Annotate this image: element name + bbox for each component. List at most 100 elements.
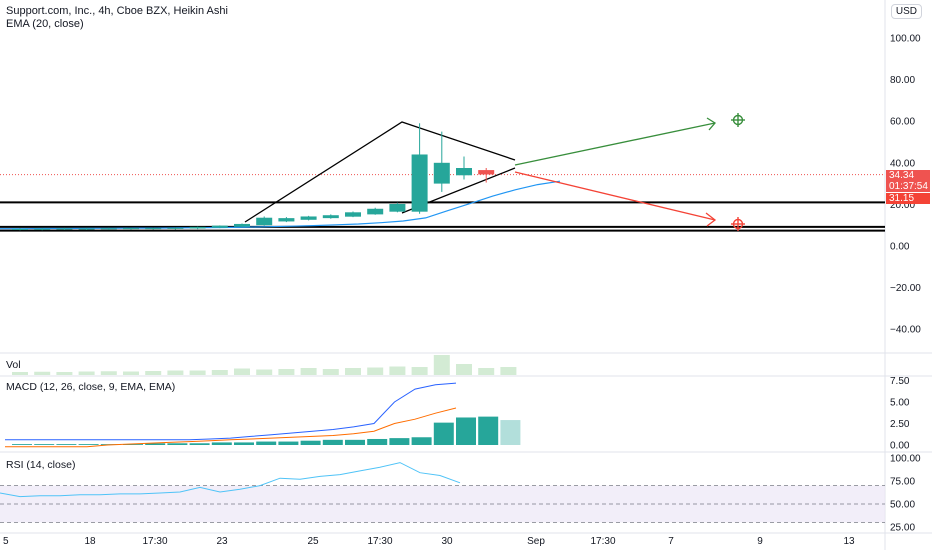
candle-body: [189, 226, 206, 229]
volume-bar: [345, 368, 361, 375]
volume-bar: [189, 370, 206, 375]
candle-body: [433, 162, 450, 184]
time-tick-label: 18: [84, 536, 96, 547]
macd-histogram-bar: [322, 439, 343, 445]
volume-bar: [456, 364, 472, 375]
triangle-upper-line: [244, 121, 516, 223]
rsi-tick-label: 75.00: [890, 477, 915, 488]
candle-body: [167, 227, 184, 229]
macd-histogram-bar: [367, 438, 388, 445]
time-tick-label: 17:30: [142, 536, 167, 547]
macd-histogram-bar: [123, 444, 143, 445]
macd-tick-label: 7.50: [890, 376, 910, 387]
candle-body: [278, 218, 295, 222]
candle-body: [145, 228, 162, 230]
time-tick-label: 23: [216, 536, 228, 547]
chart-title: Support.com, Inc., 4h, Cboe BZX, Heikin …: [6, 5, 228, 17]
volume-bar: [78, 371, 95, 375]
volume-bar: [300, 368, 317, 375]
time-tick-label: 13: [843, 536, 855, 547]
price-tick-label: −40.00: [890, 325, 921, 336]
price-tick-label: 80.00: [890, 75, 915, 86]
time-tick-label: 17:30: [367, 536, 392, 547]
candle-body: [389, 203, 406, 212]
macd-label[interactable]: MACD (12, 26, close, 9, EMA, EMA): [6, 381, 176, 393]
candle-body: [478, 170, 495, 175]
volume-bar: [123, 371, 139, 375]
bullish-arrowhead: [706, 117, 716, 131]
volume-bar: [145, 371, 162, 375]
candle-body: [322, 215, 339, 219]
macd-histogram-bar: [389, 438, 410, 445]
candle-body: [211, 225, 228, 228]
time-tick-label: 25: [307, 536, 319, 547]
volume-bar: [478, 368, 495, 375]
macd-histogram-bar: [300, 440, 321, 445]
candle-body: [78, 228, 95, 230]
rsi-tick-label: 100.00: [890, 454, 921, 465]
rsi-line: [0, 462, 461, 498]
macd-histogram-bar: [433, 422, 454, 445]
volume-bar: [278, 369, 295, 375]
price-tick-label: −20.00: [890, 283, 921, 294]
volume-bar: [433, 355, 450, 375]
countdown-value: 01:37:54: [889, 181, 928, 192]
candle-body: [256, 217, 273, 226]
volume-bar: [12, 372, 28, 375]
volume-bar: [322, 369, 339, 375]
volume-bar: [367, 367, 384, 375]
macd-histogram-bar: [234, 442, 254, 445]
ema-line: [0, 180, 561, 230]
macd-histogram-bar: [211, 442, 232, 445]
macd-histogram-bar: [500, 420, 521, 445]
macd-histogram-bar: [145, 443, 166, 445]
ema-legend[interactable]: EMA (20, close): [6, 18, 84, 30]
ema-price-value: 31.15: [889, 193, 915, 204]
price-tick-label: 0.00: [890, 242, 910, 253]
vol-label[interactable]: Vol: [6, 359, 21, 371]
macd-histogram-bar: [478, 416, 499, 445]
time-tick-label: 30: [441, 536, 453, 547]
macd-histogram-bar: [189, 443, 210, 445]
volume-bar: [389, 366, 406, 375]
time-tick-label: 5: [3, 536, 9, 547]
macd-histogram-bar: [456, 417, 476, 445]
candle-body: [456, 168, 472, 176]
bearish-arrowhead: [705, 212, 717, 227]
currency-button[interactable]: USD: [890, 4, 922, 19]
volume-bar: [411, 367, 428, 375]
macd-histogram-bar: [12, 444, 32, 445]
volume-bar: [34, 371, 51, 375]
macd-histogram-bar: [256, 441, 277, 445]
time-tick-label: 7: [668, 536, 674, 547]
macd-histogram-bar: [78, 444, 99, 445]
volume-bar: [100, 371, 117, 375]
candle-body: [34, 228, 51, 230]
candle-body: [345, 212, 361, 217]
macd-line: [5, 382, 457, 441]
last-price-value: 34.34: [889, 170, 915, 181]
time-tick-label: 17:30: [590, 536, 615, 547]
bullish-target-arrow: [514, 122, 716, 166]
macd-histogram-bar: [34, 444, 55, 445]
volume-bar: [56, 372, 73, 375]
candle-body: [12, 228, 28, 230]
volume-bar: [256, 369, 273, 375]
price-tick-label: 40.00: [890, 158, 915, 169]
macd-histogram-bar: [278, 441, 299, 445]
volume-bar: [211, 370, 228, 375]
price-tick-label: 20.00: [890, 200, 915, 211]
candle-body: [100, 228, 117, 230]
bearish-target-arrow: [514, 171, 716, 221]
macd-histogram-bar: [167, 443, 188, 445]
macd-tick-label: 0.00: [890, 441, 910, 452]
price-tick-label: 60.00: [890, 117, 915, 128]
candle-body: [56, 228, 73, 230]
time-tick-label: 9: [757, 536, 763, 547]
ema-price-tag: 31.15: [886, 193, 930, 204]
rsi-label[interactable]: RSI (14, close): [6, 459, 76, 471]
time-tick-label: Sep: [527, 536, 545, 547]
volume-bar: [234, 368, 250, 375]
candle-body: [411, 154, 428, 212]
